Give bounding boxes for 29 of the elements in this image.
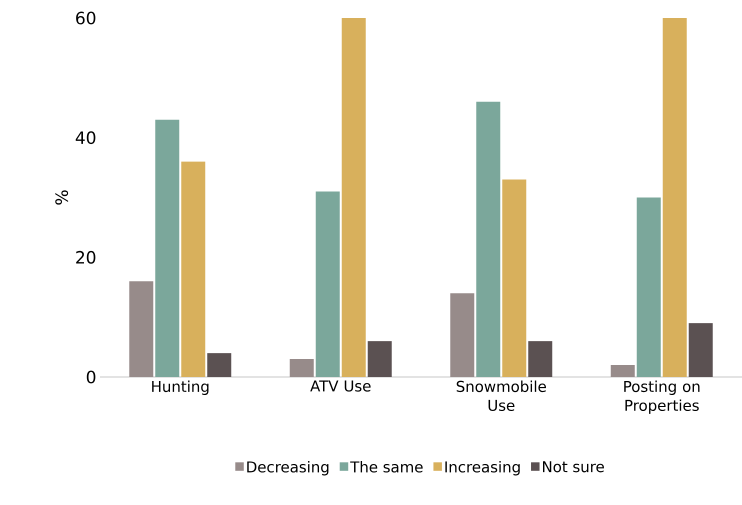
x-tick-label: ATV Use bbox=[310, 380, 371, 392]
bar bbox=[450, 293, 474, 377]
y-tick-label: 0 bbox=[86, 370, 96, 384]
legend-label: The same bbox=[350, 460, 423, 473]
bar bbox=[636, 198, 661, 377]
bar bbox=[688, 323, 713, 377]
bar bbox=[129, 281, 154, 377]
x-tick-label: Snowmobile Use bbox=[456, 380, 546, 412]
y-tick-label: 40 bbox=[76, 131, 96, 144]
bar bbox=[662, 18, 687, 377]
x-tick-label: Hunting bbox=[152, 380, 208, 395]
bar bbox=[342, 18, 366, 377]
bar bbox=[368, 341, 392, 377]
legend-label: Increasing bbox=[445, 460, 520, 476]
y-axis-title: % bbox=[55, 190, 68, 205]
bar bbox=[181, 162, 206, 377]
bar bbox=[528, 341, 552, 377]
y-tick-label: 60 bbox=[76, 12, 96, 24]
y-tick-label: 20 bbox=[76, 250, 96, 264]
x-tick-label: Posting on Properties bbox=[624, 380, 700, 414]
bar bbox=[610, 365, 635, 377]
bar bbox=[502, 180, 526, 377]
legend-label: Decreasing bbox=[247, 460, 328, 476]
bar bbox=[290, 359, 314, 377]
bar bbox=[476, 102, 500, 377]
bar bbox=[155, 120, 180, 377]
legend-label: Not sure bbox=[543, 461, 604, 472]
bar bbox=[207, 353, 232, 377]
bar bbox=[316, 192, 340, 377]
